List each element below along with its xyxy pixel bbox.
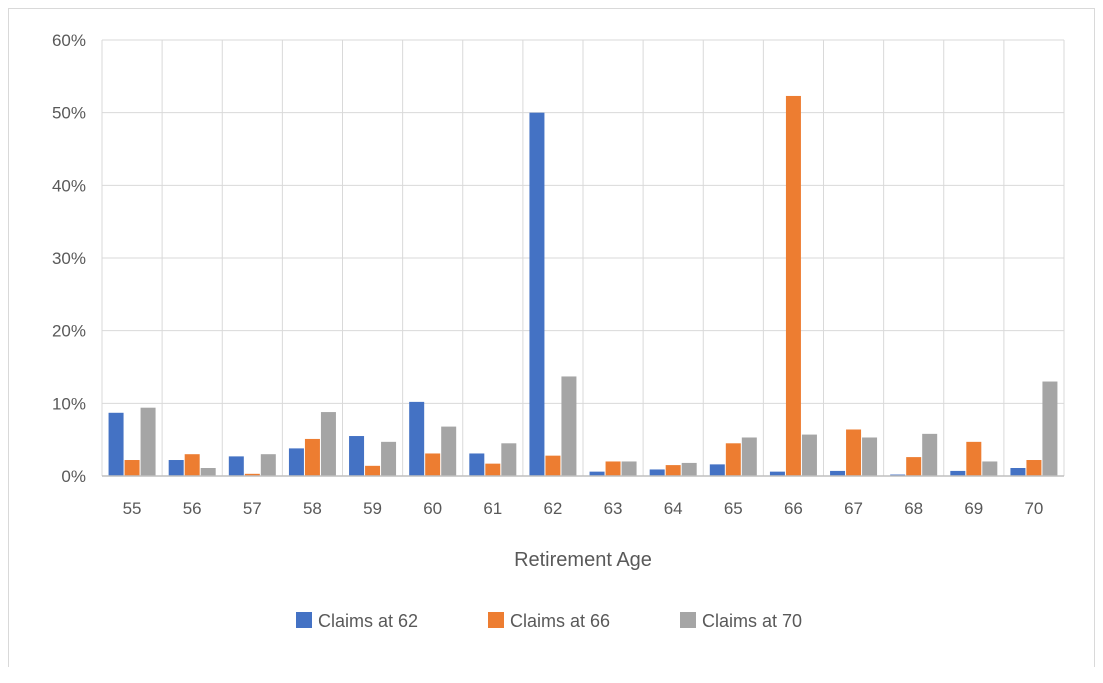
y-tick-label: 40% <box>52 176 86 195</box>
bars <box>108 95 1058 477</box>
bar-claims-at-62-61 <box>469 453 485 476</box>
x-tick-label: 57 <box>243 499 262 518</box>
bar-claims-at-66-57 <box>244 473 260 476</box>
bar-claims-at-66-70 <box>1026 460 1042 476</box>
bar-claims-at-62-60 <box>409 401 425 476</box>
bar-claims-at-66-68 <box>906 457 922 476</box>
bar-claims-at-66-60 <box>425 453 441 476</box>
y-tick-label: 30% <box>52 249 86 268</box>
bar-claims-at-70-69 <box>982 461 998 476</box>
bar-claims-at-62-70 <box>1010 468 1026 476</box>
bar-claims-at-70-63 <box>621 461 637 476</box>
bar-claims-at-70-66 <box>801 434 817 476</box>
bar-claims-at-66-62 <box>545 455 561 476</box>
bar-claims-at-70-68 <box>922 433 938 476</box>
bar-claims-at-70-64 <box>681 462 697 476</box>
x-tick-label: 61 <box>483 499 502 518</box>
bar-claims-at-62-58 <box>288 448 304 476</box>
x-tick-label: 62 <box>543 499 562 518</box>
bar-chart: 0% 10% 20% 30% 40% 50% 60% 55 56 57 58 59 60 61 62 63 6… <box>52 31 1065 631</box>
x-tick-label: 69 <box>964 499 983 518</box>
x-tick-label: 66 <box>784 499 803 518</box>
bar-claims-at-66-56 <box>184 454 200 476</box>
bar-claims-at-62-63 <box>589 471 605 476</box>
bar-claims-at-70-67 <box>862 437 878 476</box>
x-tick-label: 68 <box>904 499 923 518</box>
legend-swatch-claims-at-62 <box>296 612 312 628</box>
x-tick-label: 63 <box>604 499 623 518</box>
bar-claims-at-66-61 <box>485 463 501 476</box>
legend: Claims at 62 Claims at 66 Claims at 70 <box>296 611 802 631</box>
x-tick-label: 67 <box>844 499 863 518</box>
y-axis-tick-labels: 0% 10% 20% 30% 40% 50% 60% <box>52 31 86 486</box>
legend-label: Claims at 70 <box>702 611 802 631</box>
x-tick-label: 58 <box>303 499 322 518</box>
bar-claims-at-62-69 <box>950 470 966 476</box>
x-tick-label: 60 <box>423 499 442 518</box>
bar-claims-at-62-55 <box>108 412 124 476</box>
legend-swatch-claims-at-66 <box>488 612 504 628</box>
bar-claims-at-70-58 <box>320 412 336 476</box>
bar-claims-at-70-57 <box>260 454 276 476</box>
x-tick-label: 65 <box>724 499 743 518</box>
x-tick-label: 59 <box>363 499 382 518</box>
legend-label: Claims at 62 <box>318 611 418 631</box>
y-tick-label: 60% <box>52 31 86 50</box>
chart-frame: 0% 10% 20% 30% 40% 50% 60% 55 56 57 58 59 60 61 62 63 6… <box>8 8 1095 667</box>
bar-claims-at-66-58 <box>304 438 320 476</box>
gridlines <box>101 39 1065 476</box>
bar-claims-at-70-56 <box>200 468 216 476</box>
bar-claims-at-62-57 <box>228 456 244 476</box>
bar-claims-at-66-64 <box>665 465 681 476</box>
bar-claims-at-62-67 <box>830 470 846 476</box>
bar-claims-at-62-66 <box>769 471 785 476</box>
bar-claims-at-62-62 <box>529 112 545 477</box>
y-tick-label: 10% <box>52 394 86 413</box>
bar-claims-at-62-64 <box>649 469 665 476</box>
bar-claims-at-70-61 <box>501 443 517 476</box>
bar-claims-at-62-65 <box>709 464 725 476</box>
x-tick-label: 55 <box>123 499 142 518</box>
bar-claims-at-66-67 <box>846 429 862 476</box>
bar-claims-at-66-63 <box>605 461 621 476</box>
bar-claims-at-70-70 <box>1042 381 1058 476</box>
bar-claims-at-66-66 <box>785 95 801 476</box>
x-axis-tick-labels: 55 56 57 58 59 60 61 62 63 64 65 66 67 68 69 70 <box>123 499 1044 518</box>
bar-claims-at-66-65 <box>725 443 741 476</box>
x-tick-label: 64 <box>664 499 683 518</box>
x-axis-title: Retirement Age <box>514 549 652 571</box>
bar-claims-at-62-56 <box>168 460 184 476</box>
legend-label: Claims at 66 <box>510 611 610 631</box>
bar-claims-at-66-55 <box>124 460 140 476</box>
legend-swatch-claims-at-70 <box>680 612 696 628</box>
bar-claims-at-70-59 <box>381 441 397 476</box>
x-tick-label: 70 <box>1024 499 1043 518</box>
bar-claims-at-70-55 <box>140 407 156 476</box>
bar-claims-at-66-59 <box>365 465 381 476</box>
bar-claims-at-70-60 <box>441 426 457 476</box>
x-tick-label: 56 <box>183 499 202 518</box>
y-tick-label: 50% <box>52 104 86 123</box>
bar-claims-at-66-69 <box>966 441 982 476</box>
y-tick-label: 0% <box>61 467 86 486</box>
bar-claims-at-70-65 <box>741 437 757 476</box>
y-tick-label: 20% <box>52 322 86 341</box>
bar-claims-at-62-59 <box>349 436 365 476</box>
bar-claims-at-70-62 <box>561 376 577 476</box>
